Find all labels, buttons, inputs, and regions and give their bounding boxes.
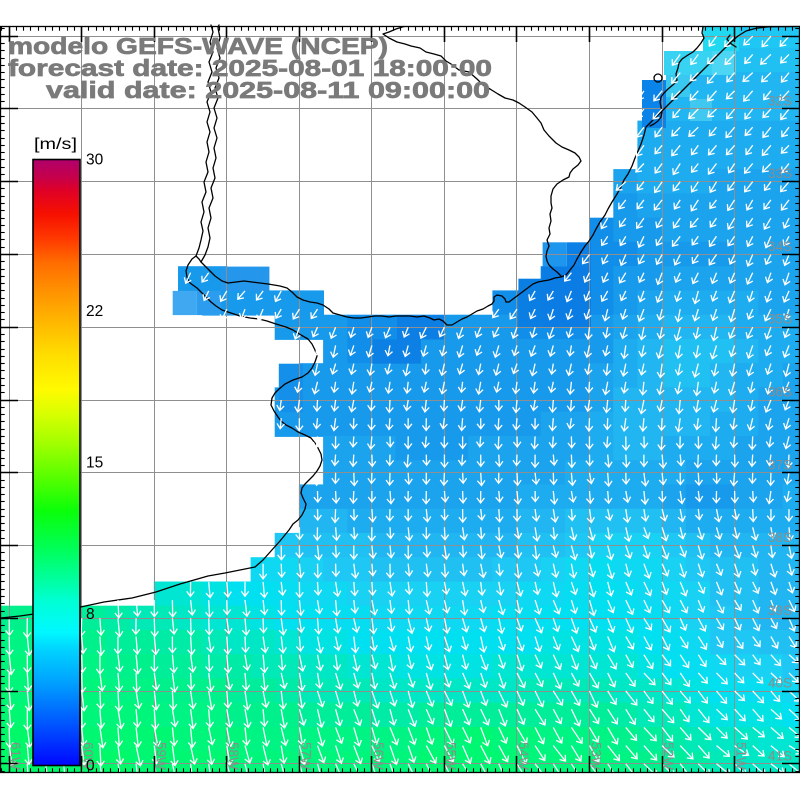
svg-text:58W: 58W (226, 742, 241, 770)
svg-text:0: 0 (86, 758, 95, 775)
svg-text:56W: 56W (371, 742, 386, 770)
svg-text:modelo GEFS-WAVE (NCEP): modelo GEFS-WAVE (NCEP) (8, 33, 388, 59)
svg-text:52W: 52W (661, 742, 676, 770)
svg-text:33S: 33S (768, 166, 792, 181)
svg-text:30: 30 (86, 152, 104, 169)
svg-text:34S: 34S (768, 239, 792, 254)
svg-text:55W: 55W (443, 742, 458, 770)
svg-text:forecast date: 2025-08-01 18:0: forecast date: 2025-08-01 18:00:00 (8, 55, 492, 81)
svg-text:61W: 61W (8, 742, 23, 770)
svg-text:54W: 54W (516, 742, 531, 770)
svg-text:8: 8 (86, 606, 95, 623)
svg-text:22: 22 (86, 303, 103, 320)
svg-text:57W: 57W (298, 742, 313, 770)
svg-text:[m/s]: [m/s] (34, 136, 77, 153)
svg-text:36S: 36S (768, 385, 792, 400)
svg-text:38S: 38S (768, 530, 792, 545)
svg-text:32S: 32S (768, 94, 792, 109)
svg-text:39S: 39S (768, 603, 792, 618)
svg-text:valid date: 2025-08-11 09:00:0: valid date: 2025-08-11 09:00:00 (46, 77, 490, 103)
svg-text:15: 15 (86, 455, 103, 472)
svg-text:60W: 60W (81, 742, 96, 770)
svg-text:41S: 41S (768, 748, 792, 763)
svg-text:59W: 59W (153, 742, 168, 770)
svg-text:40S: 40S (768, 676, 792, 691)
svg-text:53W: 53W (589, 742, 604, 770)
svg-text:37S: 37S (768, 457, 792, 472)
svg-text:35S: 35S (768, 312, 792, 327)
svg-text:51W: 51W (734, 742, 749, 770)
